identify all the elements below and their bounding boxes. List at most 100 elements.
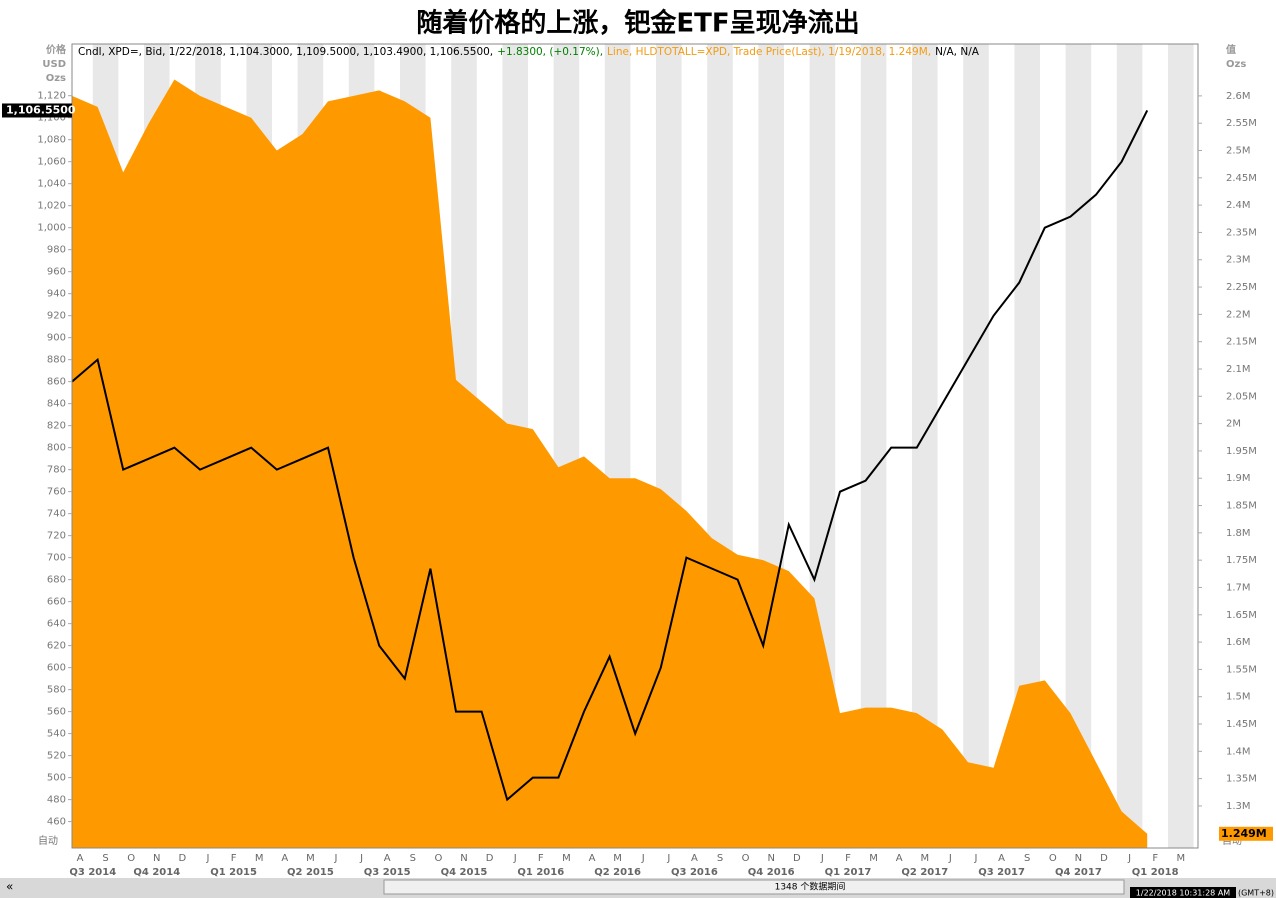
x-tick-label: M bbox=[562, 853, 571, 864]
y-tick-label: 600 bbox=[47, 663, 66, 674]
y2-tick-label: 2.1M bbox=[1226, 364, 1251, 375]
y-tick-label: 620 bbox=[47, 641, 66, 652]
quarter-label: Q3 2016 bbox=[671, 867, 718, 878]
y-tick-label: 880 bbox=[47, 355, 66, 366]
y2-tick-label: 2.3M bbox=[1226, 255, 1251, 266]
last-value-box bbox=[1219, 826, 1273, 841]
chart-title: 随着价格的上涨，钯金ETF呈现净流出 bbox=[416, 8, 859, 39]
y-tick-label: 480 bbox=[47, 795, 66, 806]
y-tick-label: 860 bbox=[47, 377, 66, 388]
x-tick-label: S bbox=[1024, 853, 1030, 864]
timestamp-box bbox=[1130, 887, 1236, 898]
auto-label: 自动 bbox=[38, 834, 58, 847]
x-tick-label: J bbox=[334, 853, 338, 864]
holdings-area bbox=[72, 79, 1148, 849]
x-tick-label: O bbox=[127, 853, 135, 864]
y2-tick-label: 2.25M bbox=[1226, 282, 1257, 293]
x-tick-label: F bbox=[231, 853, 237, 864]
y-axis-label: Ozs bbox=[46, 73, 66, 84]
header-segment: Line, HLDTOTALL=XPD, Trade Price(Last), … bbox=[607, 46, 931, 58]
y-tick-label: 1,000 bbox=[37, 223, 66, 234]
y-tick-label: 460 bbox=[47, 817, 66, 828]
y-tick-label: 580 bbox=[47, 685, 66, 696]
x-tick-label: J bbox=[1127, 853, 1131, 864]
x-tick-label: A bbox=[896, 853, 903, 864]
quarter-label: Q3 2014 bbox=[69, 867, 116, 878]
x-tick-label: J bbox=[820, 853, 824, 864]
quarter-label: Q4 2015 bbox=[441, 867, 488, 878]
y2-tick-label: 1.7M bbox=[1226, 582, 1251, 593]
y2-tick-label: 1.85M bbox=[1226, 501, 1257, 512]
y2-tick-label: 1.55M bbox=[1226, 664, 1257, 675]
x-tick-label: N bbox=[1075, 853, 1082, 864]
x-tick-label: J bbox=[641, 853, 645, 864]
y-tick-label: 500 bbox=[47, 773, 66, 784]
x-tick-label: A bbox=[77, 853, 84, 864]
y-axis-label: USD bbox=[42, 59, 66, 70]
scroll-left[interactable]: « bbox=[6, 880, 13, 894]
scroll-thumb[interactable] bbox=[383, 879, 1125, 895]
price-line bbox=[71, 110, 1149, 802]
y-tick-label: 680 bbox=[47, 575, 66, 586]
y2-tick-label: 1.9M bbox=[1226, 473, 1251, 484]
y-tick-label: 740 bbox=[47, 509, 66, 520]
x-tick-label: O bbox=[742, 853, 750, 864]
quarter-label: Q3 2015 bbox=[364, 867, 411, 878]
quarter-label: Q4 2016 bbox=[748, 867, 795, 878]
x-tick-label: M bbox=[306, 853, 315, 864]
y2-tick-label: 1.8M bbox=[1226, 528, 1251, 539]
quarter-label: Q1 2017 bbox=[825, 867, 872, 878]
y2-tick-label: 2.45M bbox=[1226, 173, 1257, 184]
y-tick-label: 760 bbox=[47, 487, 66, 498]
plot-frame bbox=[71, 43, 1199, 849]
x-tick-label: J bbox=[206, 853, 210, 864]
y-tick-label: 960 bbox=[47, 267, 66, 278]
y2-tick-label: 2.5M bbox=[1226, 146, 1251, 157]
last-value-box bbox=[2, 103, 72, 118]
y2-tick-label: 2.6M bbox=[1226, 91, 1251, 102]
quarter-label: Q4 2014 bbox=[133, 867, 180, 878]
x-tick-label: J bbox=[974, 853, 978, 864]
last-value-label: 1,106.5500 bbox=[6, 103, 76, 116]
x-tick-label: D bbox=[793, 853, 801, 864]
y-tick-label: 540 bbox=[47, 729, 66, 740]
header-info: Cndl, XPD=, Bid, 1/22/2018, 1,104.3000, … bbox=[78, 46, 980, 58]
x-tick-label: A bbox=[384, 853, 391, 864]
y-tick-label: 1,040 bbox=[37, 179, 66, 190]
y-tick-label: 840 bbox=[47, 399, 66, 410]
quarter-label: Q4 2017 bbox=[1055, 867, 1102, 878]
x-tick-label: M bbox=[1176, 853, 1185, 864]
y2-tick-label: 1.65M bbox=[1226, 610, 1257, 621]
timezone: (GMT+8) bbox=[1238, 889, 1274, 898]
x-tick-label: N bbox=[460, 853, 467, 864]
month-stripe bbox=[1168, 44, 1194, 848]
quarter-label: Q2 2015 bbox=[287, 867, 334, 878]
y2-tick-label: 1.45M bbox=[1226, 719, 1257, 730]
x-tick-label: A bbox=[998, 853, 1005, 864]
y-tick-label: 800 bbox=[47, 443, 66, 454]
y2-tick-label: 2.55M bbox=[1226, 118, 1257, 129]
x-tick-label: O bbox=[434, 853, 442, 864]
x-tick-label: F bbox=[538, 853, 544, 864]
y-tick-label: 640 bbox=[47, 619, 66, 630]
x-tick-label: F bbox=[1152, 853, 1158, 864]
x-tick-label: M bbox=[255, 853, 264, 864]
y2-tick-label: 2.05M bbox=[1226, 391, 1257, 402]
y2-tick-label: 1.3M bbox=[1226, 801, 1251, 812]
x-tick-label: A bbox=[589, 853, 596, 864]
y-tick-label: 720 bbox=[47, 531, 66, 542]
header-segment: N/A, N/A bbox=[935, 46, 980, 58]
y2-tick-label: 2.2M bbox=[1226, 309, 1251, 320]
y-tick-label: 920 bbox=[47, 311, 66, 322]
y2-tick-label: 2M bbox=[1226, 419, 1241, 430]
y2-tick-label: 1.35M bbox=[1226, 774, 1257, 785]
month-stripe bbox=[1116, 44, 1143, 848]
y2-tick-label: 1.5M bbox=[1226, 692, 1251, 703]
y2-tick-label: 1.6M bbox=[1226, 637, 1251, 648]
y-axis-label: 价格 bbox=[46, 43, 67, 56]
last-value-label: 1.249M bbox=[1221, 827, 1267, 840]
x-tick-label: O bbox=[1049, 853, 1057, 864]
y-tick-label: 700 bbox=[47, 553, 66, 564]
x-tick-label: J bbox=[666, 853, 670, 864]
y2-tick-label: 2.4M bbox=[1226, 200, 1251, 211]
